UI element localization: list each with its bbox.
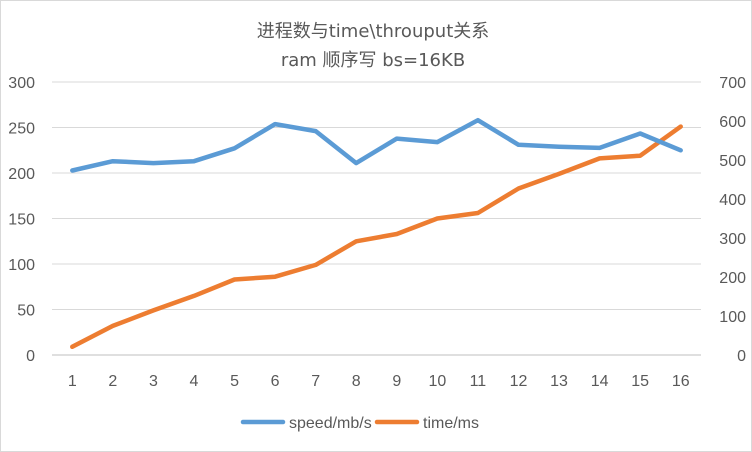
x-axis-ticks: 1 2 3 4 5 6 7 8 9 10 11 12 13 14 15 16 [68, 373, 690, 390]
left-axis-ticks: 0 50 100 150 200 250 300 [8, 75, 35, 365]
x-tick-label: 13 [550, 373, 568, 390]
x-tick-label: 8 [352, 373, 361, 390]
x-tick-label: 11 [470, 373, 487, 390]
x-tick-label: 16 [672, 373, 690, 390]
x-tick-label: 12 [510, 373, 528, 390]
x-tick-label: 15 [631, 373, 649, 390]
y-right-tick-label: 600 [719, 114, 746, 131]
y-right-tick-label: 100 [719, 309, 746, 326]
x-tick-label: 6 [271, 373, 280, 390]
x-tick-label: 4 [190, 373, 199, 390]
series-line-speed-mb-s [70, 117, 683, 173]
x-tick-label: 14 [591, 373, 609, 390]
x-tick-label: 3 [149, 373, 158, 390]
y-left-tick-label: 50 [17, 303, 35, 320]
legend-label-speed-mb-s: speed/mb/s [289, 415, 372, 432]
y-right-tick-label: 500 [719, 153, 746, 170]
legend: speed/mb/s time/ms [240, 415, 479, 432]
x-tick-label: 2 [108, 373, 117, 390]
y-left-tick-label: 250 [8, 121, 35, 138]
y-right-tick-label: 0 [737, 348, 746, 365]
y-left-tick-label: 0 [26, 348, 35, 365]
y-left-tick-label: 150 [8, 212, 35, 229]
x-tick-label: 5 [230, 373, 239, 390]
x-tick-label: 1 [68, 373, 77, 390]
right-axis-ticks: 0 100 200 300 400 500 600 700 [719, 75, 746, 365]
y-left-tick-label: 200 [8, 166, 35, 183]
y-right-tick-label: 300 [719, 231, 746, 248]
x-tick-label: 9 [392, 373, 401, 390]
y-left-tick-label: 300 [8, 75, 35, 92]
y-left-tick-label: 100 [8, 257, 35, 274]
y-right-tick-label: 400 [719, 192, 746, 209]
x-tick-label: 7 [311, 373, 320, 390]
series-line-time-ms [70, 124, 683, 350]
series-lines [70, 117, 683, 350]
chart-subtitle: ram 顺序写 bs=16KB [281, 50, 465, 71]
y-right-tick-label: 200 [719, 270, 746, 287]
x-tick-label: 10 [428, 373, 446, 390]
y-right-tick-label: 700 [719, 75, 746, 92]
chart-title: 进程数与time\throuput关系 [257, 21, 490, 42]
legend-label-time-ms: time/ms [423, 415, 479, 432]
